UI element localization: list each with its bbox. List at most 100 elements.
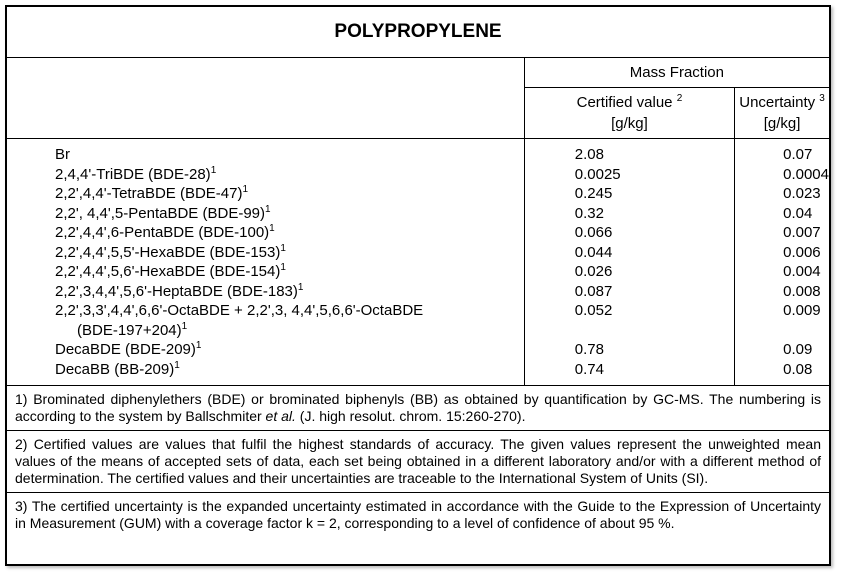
certified-value: 0.026 <box>524 262 736 282</box>
header-cell: Uncertainty 3 [g/kg] <box>734 87 829 139</box>
header-group: Mass Fraction <box>524 58 829 88</box>
substance-name: (BDE-197+204) <box>77 321 182 339</box>
uncertainty-value: 0.006 <box>783 243 821 261</box>
data-row: 2,2',4,4'-TetraBDE (BDE-47)1 0.245 0.023 <box>7 184 829 204</box>
spacer <box>524 138 736 145</box>
uncertainty-value: 0.08 <box>783 360 813 378</box>
title: POLYPROPYLENE <box>7 7 829 58</box>
name-line: 2,2', 4,4',5-PentaBDE (BDE-99)1 <box>55 204 524 224</box>
certified-value: 0.0025 <box>524 164 736 184</box>
footnote-text: 3) The certified uncertainty is the expa… <box>15 498 821 531</box>
spacer <box>7 138 525 145</box>
name-note: 1 <box>242 184 249 195</box>
name-note: 1 <box>174 359 180 371</box>
name-note: 1 <box>210 164 217 176</box>
header-label-line: Certified value 2 <box>525 92 734 113</box>
certified-value: 2.08 <box>524 145 736 165</box>
certified-value: 0.78 <box>524 340 736 360</box>
name-line: 2,2',3,4,4',5,6'-HeptaBDE (BDE-183)1 <box>55 282 524 302</box>
header-unit: [g/kg] <box>611 115 648 132</box>
certified-value: 0.052 <box>524 301 736 340</box>
data-row: 2,2',4,4',6-PentaBDE (BDE-100)1 0.066 0.00… <box>7 223 829 243</box>
data-row: 2,4,4'-TriBDE (BDE-28)1 0.0025 0.0004 <box>7 164 829 185</box>
certified-value: 0.245 <box>524 184 736 204</box>
substance-name: Br <box>55 146 70 163</box>
table: Mass Fraction Certified value 2 [g/kg] Unc… <box>7 58 829 385</box>
footnote: 1) Brominated diphenylethers (BDE) or br… <box>7 385 829 430</box>
footnote: 2) Certified values are values that fulf… <box>7 430 829 492</box>
substance-name: 2,2',3,4,4',5,6'-HeptaBDE (BDE-183) <box>55 282 298 300</box>
data-row: DecaBDE (BDE-209)1 0.78 0.09 <box>7 340 829 360</box>
uncertainty-value: 0.04 <box>783 204 813 222</box>
uncertainty-value: 0.009 <box>783 302 821 319</box>
uncertainty-value: 0.008 <box>783 282 821 300</box>
name-cell: 2,2',4,4',5,6'-HexaBDE (BDE-154)1 <box>7 262 525 282</box>
footnotes: 1) Brominated diphenylethers (BDE) or br… <box>7 385 829 537</box>
name-line: DecaBB (BB-209)1 <box>55 360 524 380</box>
substance-name: 2,2',4,4',6-PentaBDE (BDE-100) <box>55 224 270 241</box>
certified-value: 0.087 <box>524 281 736 301</box>
spacer-row <box>7 138 829 145</box>
document: POLYPROPYLENE Mass Fraction Certified va… <box>5 5 831 566</box>
name-cell: 2,4,4'-TriBDE (BDE-28)1 <box>7 164 525 185</box>
name-note: 1 <box>280 262 286 273</box>
name-line: 2,2',4,4'-TetraBDE (BDE-47)1 <box>55 184 524 204</box>
name-cell: Br <box>7 145 525 165</box>
name-note: 1 <box>297 281 304 293</box>
header-note: 3 <box>819 93 825 104</box>
header-cell: Certified value 2 [g/kg] <box>524 87 736 139</box>
spacer-row <box>7 379 829 385</box>
substance-name: DecaBB (BB-209) <box>55 360 175 378</box>
data-row: 2,2',3,3',4,4',6,6'-OctaBDE + 2,2',3, 4,… <box>7 301 829 340</box>
name-line: 2,2',4,4',6-PentaBDE (BDE-100)1 <box>55 223 524 243</box>
name-line: 2,2',4,4',5,5'-HexaBDE (BDE-153)1 <box>55 243 524 263</box>
header-unit: [g/kg] <box>763 115 801 132</box>
uncertainty-value: 0.007 <box>783 224 821 241</box>
uncertainty-value: 0.09 <box>783 341 813 358</box>
footnote-text: et al. <box>265 408 296 424</box>
data-row: 2,2',3,4,4',5,6'-HeptaBDE (BDE-183)1 0.08… <box>7 281 829 302</box>
uncertainty-value: 0.023 <box>783 185 821 202</box>
data-row: Br 2.08 0.07 <box>7 145 829 165</box>
substance-name: 2,2',4,4',5,6'-HexaBDE (BDE-154) <box>55 263 281 280</box>
name-note: 1 <box>269 223 275 234</box>
substance-name: 2,4,4'-TriBDE (BDE-28) <box>55 165 211 183</box>
data-row: 2,2', 4,4',5-PentaBDE (BDE-99)1 0.32 0.04 <box>7 203 829 224</box>
name-cell: 2,2',3,3',4,4',6,6'-OctaBDE + 2,2',3, 4,… <box>7 301 525 340</box>
name-cell: 2,2',4,4',5,5'-HexaBDE (BDE-153)1 <box>7 242 525 263</box>
certified-value: 0.32 <box>524 203 736 223</box>
header-note: 2 <box>676 93 683 104</box>
header-empty <box>7 58 525 139</box>
substance-name: 2,2', 4,4',5-PentaBDE (BDE-99) <box>55 204 265 222</box>
uncertainty-value: 0.0004 <box>783 165 829 183</box>
spacer <box>7 379 525 385</box>
footnote: 3) The certified uncertainty is the expa… <box>7 492 829 537</box>
certified-value: 0.74 <box>524 359 736 379</box>
data-row: 2,2',4,4',5,5'-HexaBDE (BDE-153)1 0.044 0.… <box>7 242 829 263</box>
name-cell: 2,2',3,4,4',5,6'-HeptaBDE (BDE-183)1 <box>7 281 525 302</box>
name-line: 2,2',3,3',4,4',6,6'-OctaBDE + 2,2',3, 4,… <box>55 301 524 321</box>
certified-value: 0.044 <box>524 242 736 262</box>
uncertainty-value: 0.004 <box>783 263 821 280</box>
data-row: 2,2',4,4',5,6'-HexaBDE (BDE-154)1 0.026 0.… <box>7 262 829 282</box>
name-cell: DecaBB (BB-209)1 <box>7 359 525 380</box>
footnote-text: 1) Brominated diphenylethers (BDE) or br… <box>15 391 821 424</box>
name-line: 2,2',4,4',5,6'-HexaBDE (BDE-154)1 <box>55 262 524 282</box>
name-line: 2,4,4'-TriBDE (BDE-28)1 <box>55 165 524 185</box>
substance-name: 2,2',4,4',5,5'-HexaBDE (BDE-153) <box>55 243 281 261</box>
uncertainty-value: 0.07 <box>783 146 813 163</box>
header-label: Uncertainty <box>739 94 816 111</box>
header-label: Certified value <box>576 94 673 111</box>
name-cell: 2,2', 4,4',5-PentaBDE (BDE-99)1 <box>7 203 525 224</box>
substance-name: DecaBDE (BDE-209) <box>55 341 196 358</box>
name-line: DecaBDE (BDE-209)1 <box>55 340 524 360</box>
name-cell: DecaBDE (BDE-209)1 <box>7 340 525 360</box>
name-note: 1 <box>181 320 188 332</box>
substance-name: 2,2',3,3',4,4',6,6'-OctaBDE + 2,2',3, 4,… <box>55 302 424 319</box>
name-cell: 2,2',4,4',6-PentaBDE (BDE-100)1 <box>7 223 525 243</box>
certified-value: 0.066 <box>524 223 736 243</box>
name-line: Br <box>55 145 524 165</box>
name-note: 1 <box>265 203 271 215</box>
spacer <box>524 379 736 385</box>
